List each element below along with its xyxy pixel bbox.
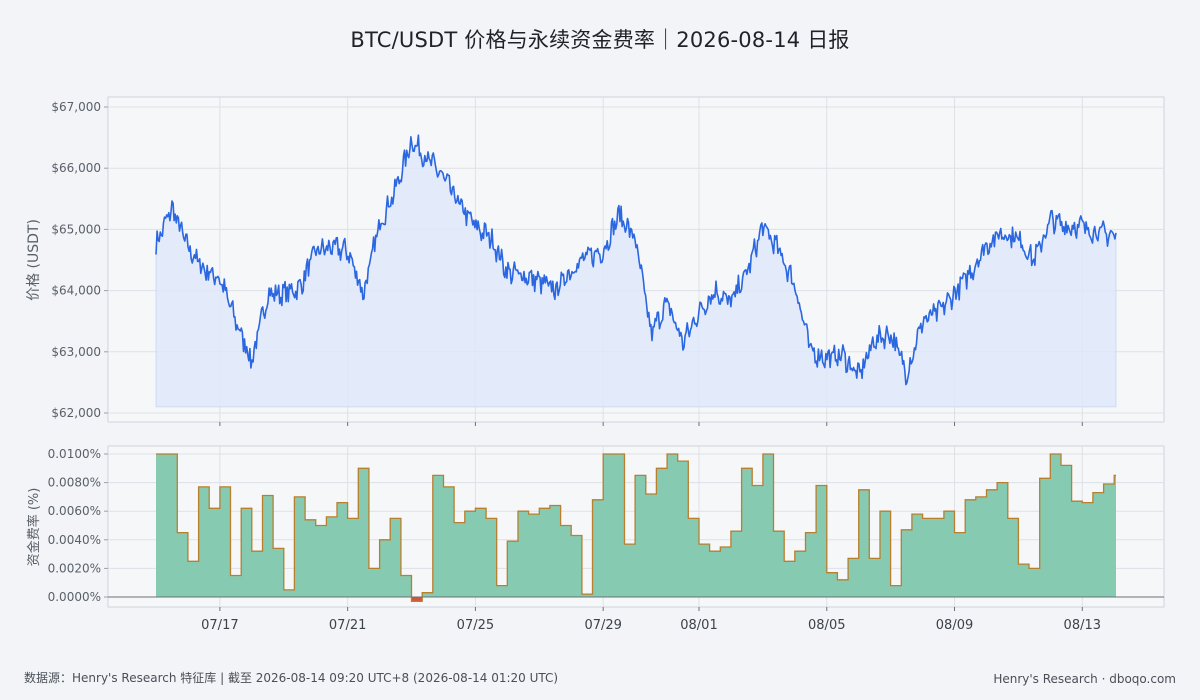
x-tick-label: 08/01 [680,618,717,633]
price-y-axis-label: 价格 (USDT) [26,219,42,301]
funding-area [156,454,1116,602]
price-ytick-label: $66,000 [51,161,101,175]
x-tick-label: 07/17 [201,618,238,633]
x-tick-label: 07/25 [457,618,494,633]
price-ytick-label: $63,000 [51,345,101,359]
x-tick-label: 07/29 [584,618,621,633]
x-tick-label: 08/13 [1064,618,1101,633]
funding-ytick-label: 0.0060% [48,504,101,518]
funding-ytick-label: 0.0020% [48,561,101,575]
funding-ytick-label: 0.0040% [48,533,101,547]
x-tick-label: 08/09 [936,618,973,633]
price-ytick-label: $65,000 [51,222,101,236]
funding-ytick-label: 0.0080% [48,476,101,490]
funding-negative-bar [411,597,423,602]
price-ytick-label: $62,000 [51,406,101,420]
price-ytick-label: $64,000 [51,284,101,298]
funding-ytick-label: 0.0000% [48,590,101,604]
funding-ytick-label: 0.0100% [48,447,101,461]
price-line [155,134,1117,386]
price-ytick-label: $67,000 [51,100,101,114]
x-tick-label: 08/05 [808,618,845,633]
chart-title: BTC/USDT 价格与永续资金费率｜2026-08-14 日报 [350,28,850,52]
funding-y-axis-label: 资金费率 (%) [26,488,42,567]
funding-step-line [156,453,1116,602]
footer-credit: Henry's Research · dboqo.com [993,672,1176,686]
x-tick-label: 07/21 [329,618,366,633]
footer-source: 数据源：Henry's Research 特征库 | 截至 2026-08-14… [24,671,559,685]
